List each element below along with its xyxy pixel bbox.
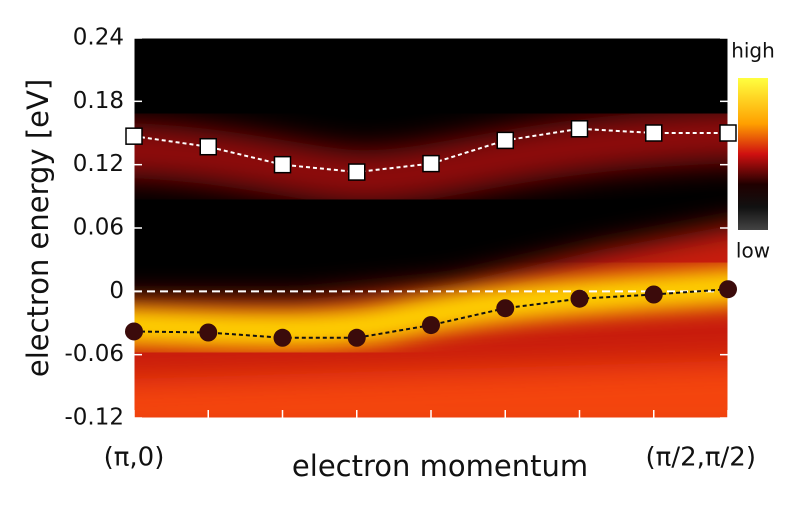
heatmap xyxy=(134,38,728,418)
circle-marker xyxy=(347,328,366,347)
square-marker xyxy=(348,163,366,181)
colorbar-low: low xyxy=(736,239,770,263)
square-marker xyxy=(422,154,440,173)
square-marker xyxy=(719,124,737,142)
y-tick-label: 0.24 xyxy=(73,25,124,51)
circle-marker xyxy=(570,289,589,308)
series-line xyxy=(133,288,729,339)
y-axis-label: electron energy [eV] xyxy=(21,79,55,377)
circle-marker xyxy=(422,316,440,335)
circle-marker xyxy=(644,285,663,304)
square-marker xyxy=(496,131,514,150)
square-marker xyxy=(570,120,589,138)
y-tick-label: 0.06 xyxy=(73,215,124,241)
series-line xyxy=(133,127,728,174)
circle-marker xyxy=(199,323,218,342)
circle-marker xyxy=(496,299,515,318)
y-tick-label: 0.12 xyxy=(73,151,124,177)
square-marker xyxy=(645,124,663,142)
circle-marker xyxy=(273,328,292,347)
colorbar: high low xyxy=(731,39,775,263)
x-axis-label: electron momentum xyxy=(292,449,588,483)
x-tick-label: (π,0) xyxy=(104,443,165,473)
circle-marker xyxy=(719,280,737,299)
y-tick-label: -0.12 xyxy=(64,405,124,431)
x-tick-label: (π/2,π/2) xyxy=(646,443,756,473)
square-marker xyxy=(125,127,143,145)
square-marker xyxy=(273,155,292,174)
y-tick-label: 0 xyxy=(109,278,124,304)
colorbar-high: high xyxy=(731,39,775,63)
square-marker xyxy=(199,137,217,156)
circle-marker xyxy=(125,322,143,341)
y-tick-label: 0.18 xyxy=(73,88,124,114)
y-tick-label: -0.06 xyxy=(64,341,124,367)
